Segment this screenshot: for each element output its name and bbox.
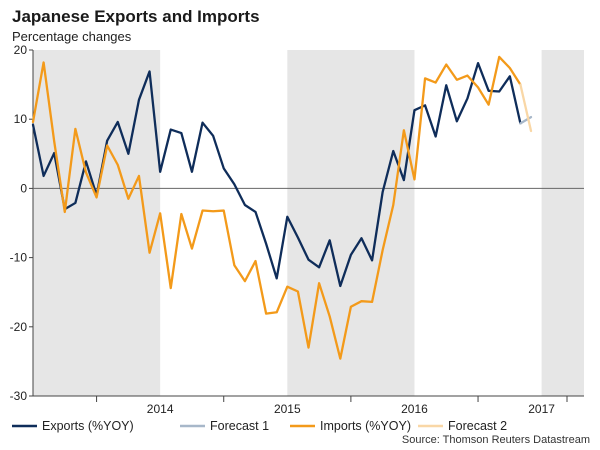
shaded-periods — [33, 50, 584, 396]
y-tick-label: 10 — [14, 112, 28, 126]
legend-label: Forecast 1 — [210, 419, 269, 433]
legend-label: Forecast 2 — [448, 419, 507, 433]
shaded-period-1 — [33, 50, 161, 396]
y-tick-label: -20 — [10, 320, 28, 334]
x-tick-label: 2015 — [274, 402, 301, 416]
legend-label: Imports (%YOY) — [320, 419, 411, 433]
x-tick-label: 2014 — [147, 402, 174, 416]
y-tick-label: -10 — [10, 251, 28, 265]
series-lines — [31, 55, 533, 360]
y-tick-label: 0 — [20, 181, 27, 195]
y-tick-label: 20 — [14, 43, 28, 57]
series-line-3 — [31, 55, 522, 360]
y-tick-label: -30 — [10, 389, 28, 403]
chart-subtitle: Percentage changes — [12, 29, 132, 44]
series-line-4 — [519, 83, 533, 133]
legend-label: Exports (%YOY) — [42, 419, 134, 433]
x-tick-label: 2017 — [528, 402, 555, 416]
shaded-period-3 — [541, 50, 584, 396]
source-note: Source: Thomson Reuters Datastream — [402, 434, 590, 446]
chart-title: Japanese Exports and Imports — [12, 7, 260, 26]
shaded-period-2 — [287, 50, 415, 396]
legend: Exports (%YOY) Forecast 1 Imports (%YOY) Fo… — [12, 419, 507, 433]
x-tick-label: 2016 — [401, 402, 428, 416]
series-line-1 — [31, 62, 522, 288]
